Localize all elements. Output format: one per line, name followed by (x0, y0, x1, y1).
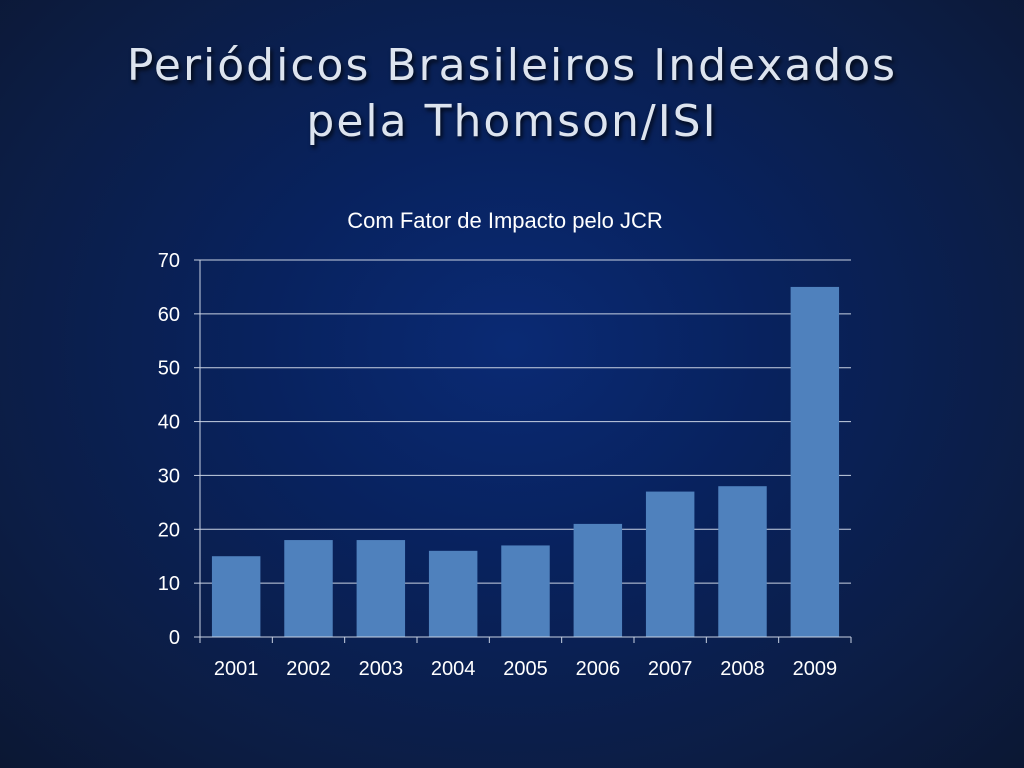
x-tick-label: 2002 (286, 658, 331, 680)
chart-axes (199, 260, 851, 638)
y-tick-label: 70 (158, 250, 180, 272)
x-tick-label: 2006 (576, 658, 621, 680)
y-tick-label: 20 (158, 519, 180, 541)
y-tick-label: 0 (169, 627, 180, 649)
x-axis-ticks: 2001 2002 2003 2004 2005 2006 2007 2008 2009 (199, 637, 852, 680)
y-tick-label: 10 (158, 573, 180, 595)
x-tick-label: 2004 (431, 658, 476, 680)
x-tick-label: 2007 (648, 658, 693, 680)
bar-2007 (645, 491, 695, 637)
bar-2008 (718, 486, 767, 637)
x-tick-label: 2001 (214, 658, 259, 680)
bar-2002 (284, 540, 333, 637)
bar-2003 (356, 540, 406, 637)
bar-2001 (211, 556, 261, 637)
y-axis-ticks: 0 10 20 30 40 50 60 70 (158, 250, 200, 649)
bar-2005 (501, 545, 550, 637)
slide-title: Periódicos Brasileiros Indexados pela Th… (0, 38, 1024, 150)
bar-2006 (573, 523, 623, 637)
y-tick-label: 50 (158, 358, 180, 380)
y-tick-label: 40 (158, 412, 180, 434)
chart-title: Com Fator de Impacto pelo JCR (347, 208, 662, 233)
y-tick-label: 60 (158, 304, 180, 326)
bar-2009 (790, 286, 840, 637)
slide-title-line2: pela Thomson/ISI (306, 96, 718, 147)
bar-2004 (428, 550, 478, 637)
x-tick-label: 2003 (359, 658, 404, 680)
x-tick-label: 2005 (503, 658, 548, 680)
y-tick-label: 30 (158, 465, 180, 487)
chart-bars (211, 286, 840, 637)
x-tick-label: 2008 (720, 658, 765, 680)
slide-title-line1: Periódicos Brasileiros Indexados (126, 40, 898, 91)
x-tick-label: 2009 (793, 658, 838, 680)
